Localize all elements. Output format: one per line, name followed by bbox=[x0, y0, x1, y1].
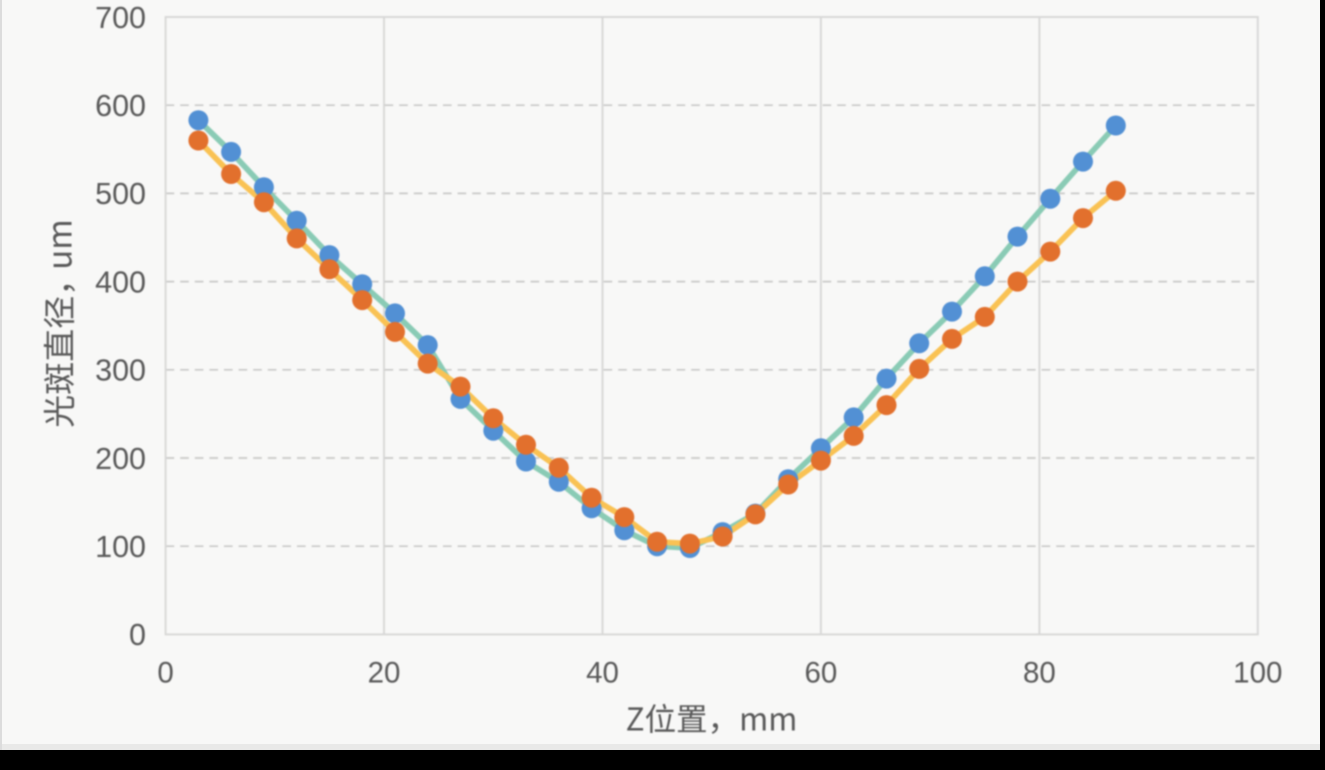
svg-text:0: 0 bbox=[129, 618, 146, 652]
svg-text:40: 40 bbox=[586, 657, 619, 690]
svg-text:0: 0 bbox=[157, 657, 173, 690]
svg-text:60: 60 bbox=[804, 657, 837, 690]
svg-text:400: 400 bbox=[95, 265, 146, 299]
svg-text:700: 700 bbox=[95, 1, 146, 35]
svg-text:200: 200 bbox=[95, 442, 146, 476]
svg-text:600: 600 bbox=[95, 89, 146, 123]
svg-text:80: 80 bbox=[1023, 657, 1056, 690]
svg-text:20: 20 bbox=[368, 657, 401, 690]
svg-text:100: 100 bbox=[95, 530, 146, 564]
svg-text:100: 100 bbox=[1233, 657, 1282, 690]
svg-text:500: 500 bbox=[95, 177, 146, 211]
svg-text:300: 300 bbox=[95, 354, 146, 388]
